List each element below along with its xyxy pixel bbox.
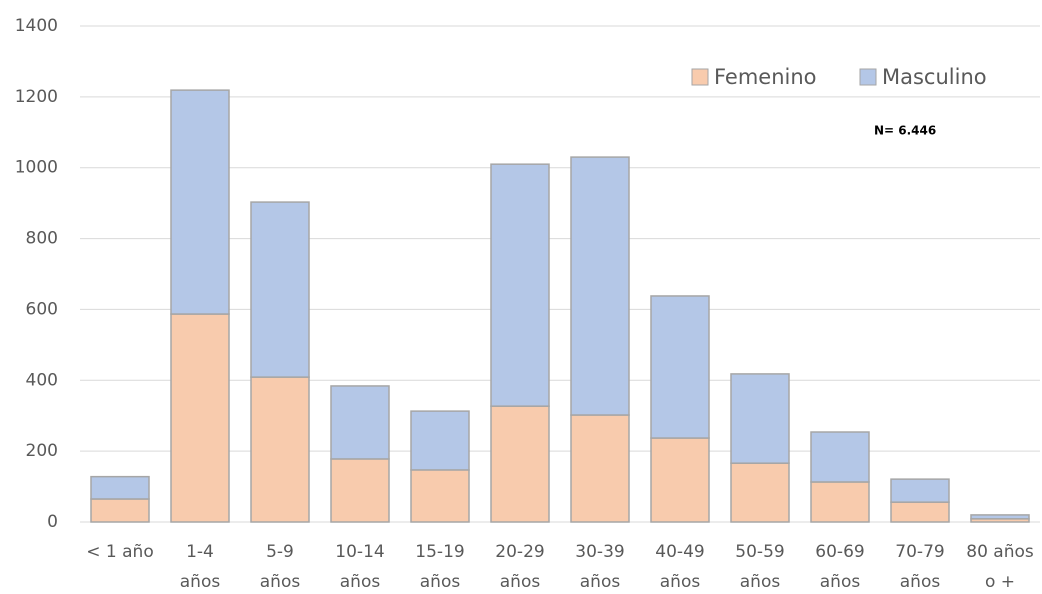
bar-segment [170, 89, 230, 315]
y-tick-label: 800 [26, 229, 58, 249]
bar-segment [650, 295, 710, 439]
x-tick-label: años [180, 572, 221, 592]
bar-segment [250, 201, 310, 378]
x-tick-label: 50-59 [735, 542, 784, 562]
legend-label: Femenino [714, 65, 817, 89]
bar-segment [410, 410, 470, 471]
x-tick-label: años [500, 572, 541, 592]
bar-segment [410, 469, 470, 523]
bar-segment [650, 437, 710, 523]
bar-segment [570, 414, 630, 523]
bar-segment [890, 501, 950, 523]
x-tick-label: 40-49 [655, 542, 704, 562]
bar-segment [730, 373, 790, 464]
y-tick-label: 1200 [15, 87, 58, 107]
x-tick-label: 60-69 [815, 542, 864, 562]
x-tick-label: años [820, 572, 861, 592]
x-tick-label: años [260, 572, 301, 592]
bar-segment [730, 462, 790, 523]
bar-segment [970, 514, 1030, 520]
y-tick-label: 0 [47, 512, 58, 532]
bar-segment [330, 458, 390, 523]
x-tick-label: 1-4 [186, 542, 214, 562]
x-tick-label: años [420, 572, 461, 592]
x-tick-label: < 1 año [86, 542, 153, 562]
bar-segment [490, 405, 550, 523]
y-tick-label: 600 [26, 299, 58, 319]
bar-segment [810, 481, 870, 523]
x-tick-label: años [660, 572, 701, 592]
x-tick-label: 5-9 [266, 542, 294, 562]
bar-segment [90, 475, 150, 500]
x-tick-label: 80 años [966, 542, 1034, 562]
y-tick-label: 400 [26, 370, 58, 390]
bar-segment [490, 163, 550, 407]
bar-segment [250, 376, 310, 523]
bar-segment [570, 156, 630, 416]
legend-swatch [859, 68, 877, 86]
x-tick-label: años [580, 572, 621, 592]
y-tick-label: 1000 [15, 158, 58, 178]
x-tick-label: años [740, 572, 781, 592]
annotation: N= 6.446 [874, 124, 936, 138]
x-tick-label: o + [985, 572, 1015, 592]
x-tick-label: 30-39 [575, 542, 624, 562]
y-tick-label: 1400 [15, 16, 58, 36]
y-tick-label: 200 [26, 441, 58, 461]
bar-segment [170, 313, 230, 523]
x-tick-label: años [340, 572, 381, 592]
bar-segment [90, 498, 150, 523]
bar-segment [890, 478, 950, 503]
x-tick-label: 15-19 [415, 542, 464, 562]
bar-segment [330, 385, 390, 460]
x-tick-label: 20-29 [495, 542, 544, 562]
x-tick-label: 10-14 [335, 542, 384, 562]
legend-label: Masculino [882, 65, 987, 89]
legend-swatch [691, 68, 709, 86]
x-tick-label: años [900, 572, 941, 592]
x-tick-label: 70-79 [895, 542, 944, 562]
bar-segment [810, 431, 870, 483]
